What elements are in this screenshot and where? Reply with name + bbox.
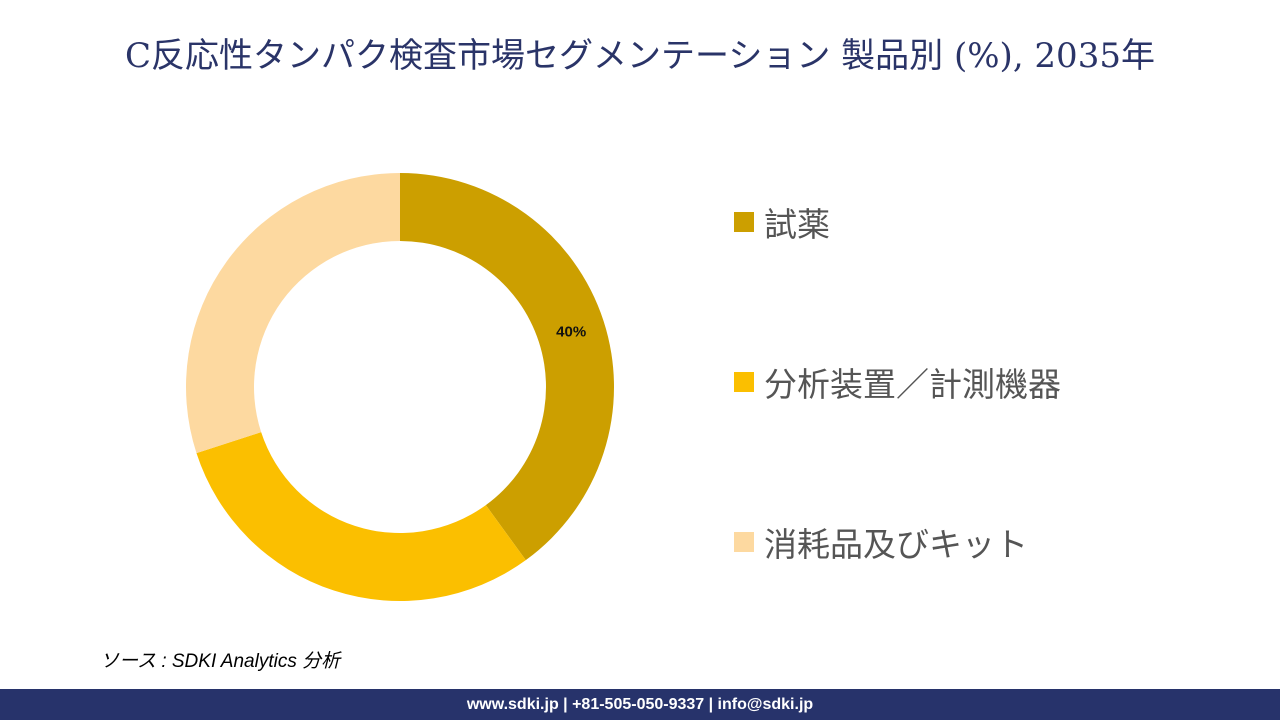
contact-info: www.sdki.jp | +81-505-050-9337 | info@sd… xyxy=(466,696,814,713)
legend-item: 消耗品及びキット xyxy=(734,518,1028,566)
legend-swatch xyxy=(734,532,754,552)
legend-swatch xyxy=(734,212,754,232)
donut-slice xyxy=(185,173,400,454)
footer-bar: www.sdki.jp | +81-505-050-9337 | info@sd… xyxy=(0,689,1280,720)
chart-title: C反応性タンパク検査市場セグメンテーション 製品別 (%), 2035年 xyxy=(125,36,1155,76)
donut-slice xyxy=(400,173,614,561)
legend-label: 消耗品及びキット xyxy=(764,525,1028,564)
legend-swatch xyxy=(734,372,754,392)
legend-item: 分析装置／計測機器 xyxy=(734,358,1061,406)
data-label: 40% xyxy=(556,323,586,340)
legend-label: 分析装置／計測機器 xyxy=(764,365,1061,404)
legend-label: 試薬 xyxy=(764,205,830,244)
source-note: ソース : SDKI Analytics 分析 xyxy=(100,651,341,672)
legend-item: 試薬 xyxy=(734,198,830,246)
donut-slice xyxy=(196,432,526,601)
